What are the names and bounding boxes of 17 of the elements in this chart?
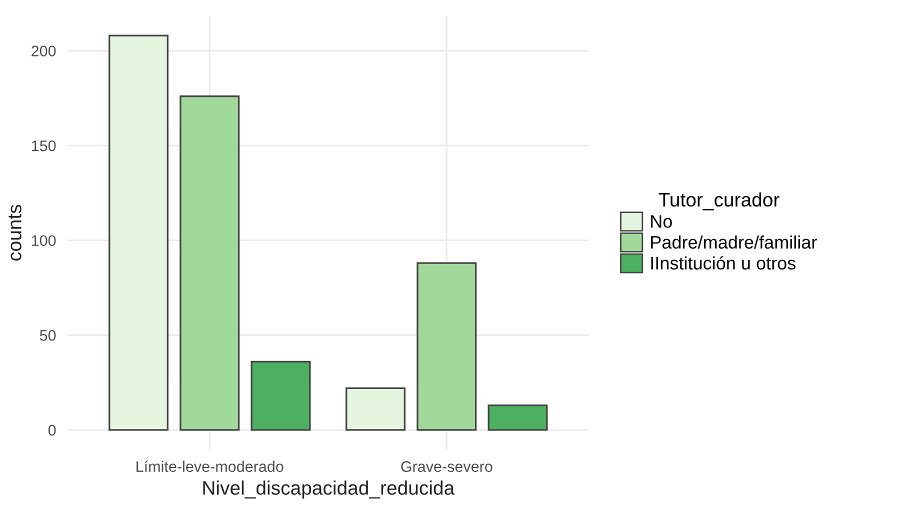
x-tick-label: Grave-severo (401, 461, 492, 472)
legend-title: Tutor_curador (658, 192, 780, 210)
y-axis-title: counts (8, 204, 22, 261)
y-tick-label: 0 (48, 424, 56, 436)
legend-label: No (651, 215, 672, 228)
bar (416, 262, 477, 431)
x-axis-title: Nivel_discapacidad_reducida (203, 480, 455, 499)
x-tick-label: Límite-leve-moderado (136, 460, 284, 472)
legend-label: Padre/madre/familiar (651, 235, 817, 249)
y-tick-label: 150 (32, 140, 56, 152)
y-tick-label: 200 (32, 46, 56, 56)
bar (250, 360, 311, 431)
legend-label: IInstitución u otros (651, 256, 796, 270)
y-tick-label: 50 (40, 330, 56, 341)
bar (180, 95, 240, 431)
bar (488, 404, 548, 431)
y-tick-label: 100 (32, 235, 56, 246)
